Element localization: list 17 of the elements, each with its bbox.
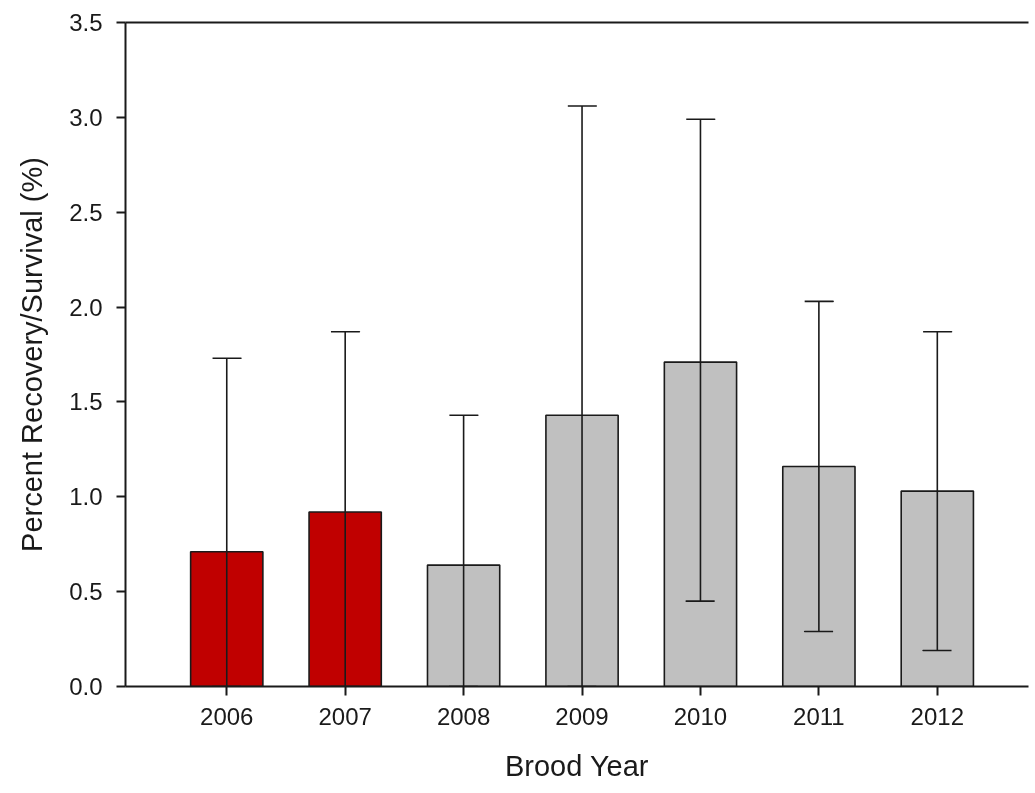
y-tick-label: 1.0: [69, 483, 103, 511]
y-tick-label: 3.0: [69, 103, 103, 131]
y-tick-label: 1.5: [69, 388, 103, 416]
x-tick-label: 2008: [436, 702, 491, 730]
y-tick-label: 2.5: [69, 198, 103, 226]
x-tick-label: 2006: [200, 702, 254, 730]
x-tick-label: 2010: [673, 702, 728, 730]
x-tick-label: 2012: [910, 702, 965, 730]
y-tick-label: 3.5: [69, 9, 103, 36]
x-tick-label: 2011: [793, 702, 845, 730]
y-tick-label: 2.0: [69, 293, 103, 321]
x-tick-label: 2009: [555, 702, 609, 730]
y-tick-label: 0.5: [69, 578, 103, 606]
y-axis-title: Percent Recovery/Survival (%): [16, 157, 49, 552]
y-tick-label: 0.0: [69, 673, 103, 700]
x-axis-title: Brood Year: [504, 749, 649, 782]
x-tick-label: 2007: [318, 702, 372, 730]
